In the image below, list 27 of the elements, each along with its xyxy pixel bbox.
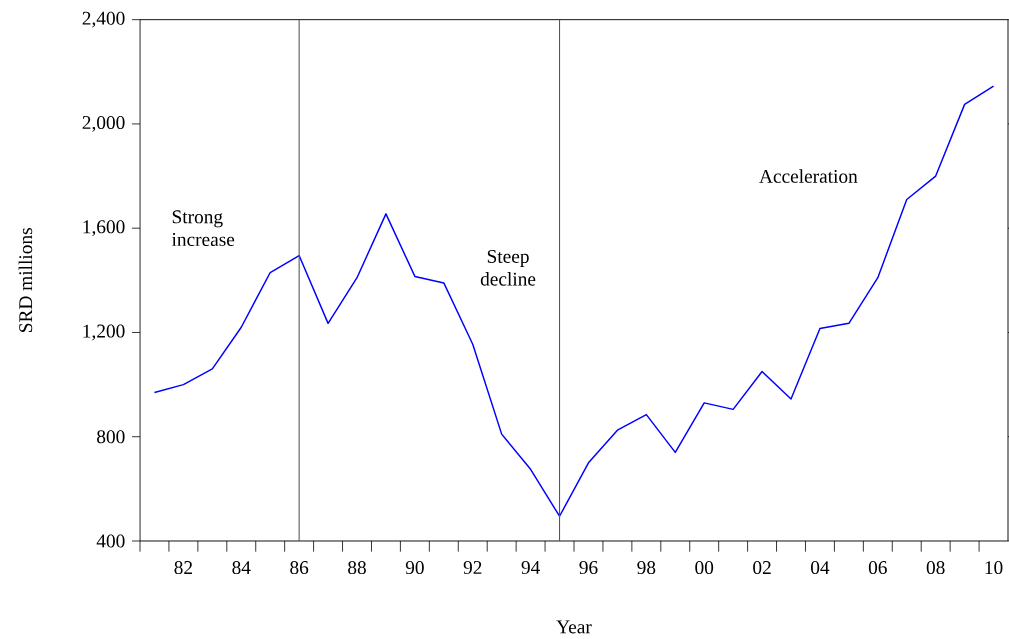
- x-tick-label: 92: [463, 561, 482, 575]
- x-tick-label: 02: [753, 561, 771, 575]
- x-axis-title: Year: [556, 620, 592, 634]
- line-series: [153, 85, 995, 517]
- x-tick-label: 06: [868, 561, 887, 575]
- x-tick-label: 94: [521, 561, 540, 575]
- x-tick-label: 00: [695, 561, 714, 575]
- y-tick-label: 800: [97, 430, 125, 444]
- x-tick-label: 04: [811, 561, 830, 575]
- x-tick-label: 84: [232, 561, 251, 575]
- y-tick-label: 1,200: [83, 324, 125, 341]
- x-tick-label: 86: [290, 561, 309, 575]
- x-tick-label: 96: [579, 561, 598, 575]
- annotation: Acceleration: [759, 169, 858, 183]
- x-tick-label: 88: [348, 561, 366, 575]
- y-tick-label: 1,600: [83, 220, 125, 237]
- annotation: Strong increase: [171, 210, 235, 247]
- x-tick-label: 10: [985, 561, 1003, 575]
- y-tick-label: 2,400: [82, 11, 125, 28]
- y-axis-title: SRD millions: [18, 228, 33, 332]
- annotation: Steep decline: [480, 249, 536, 286]
- y-tick-label: 400: [96, 534, 125, 548]
- x-tick-label: 82: [174, 561, 192, 575]
- x-tick-label: 90: [405, 561, 424, 575]
- y-tick-label: 2,000: [82, 116, 125, 132]
- x-tick-label: 98: [637, 561, 656, 575]
- x-tick-label: 08: [926, 561, 945, 575]
